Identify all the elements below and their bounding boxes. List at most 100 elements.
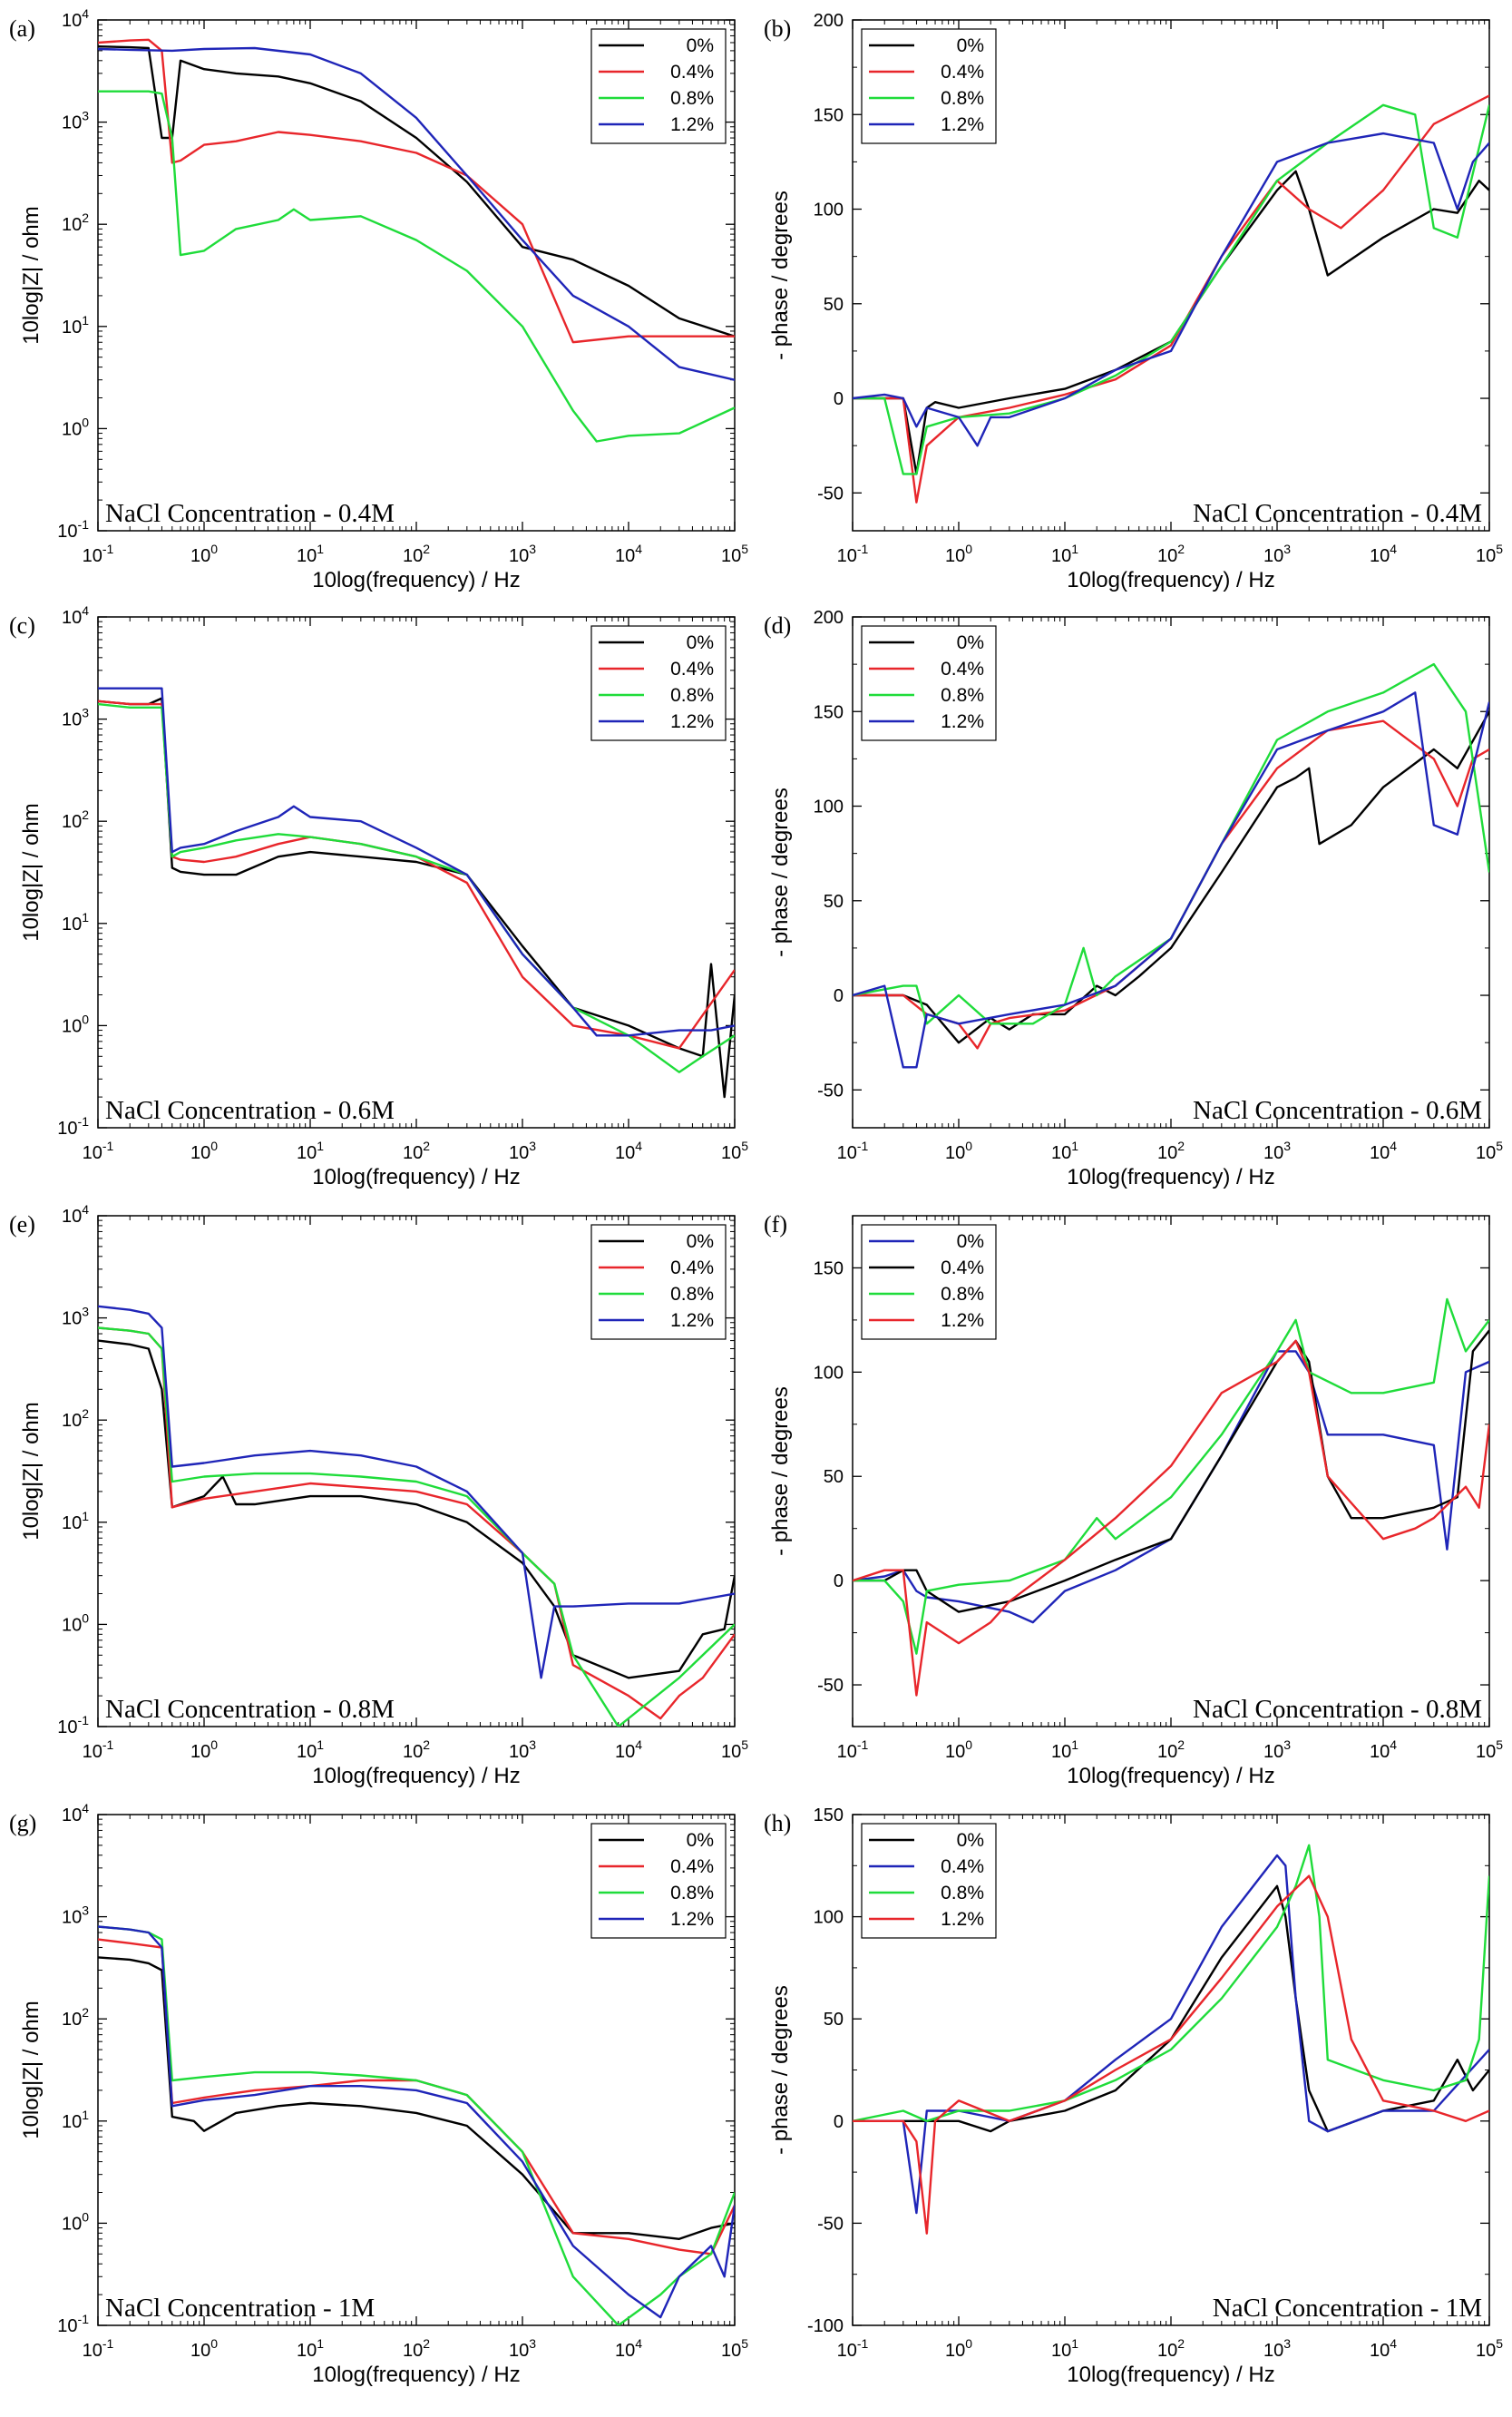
series-line [98,90,735,443]
y-tick-label: 10-1 [57,1713,89,1737]
legend-entry: 0.4% [670,62,714,83]
legend-entry: 0.4% [670,659,714,680]
y-tick-label: 0 [834,389,844,409]
x-tick-label: 10-1 [837,1139,869,1163]
panel-label: (b) [764,15,791,42]
x-tick-label: 104 [1370,2336,1397,2361]
chart-panel-f: 10-1 100 101 102 103 104 105 -50 0 50 100 150 10log(… [764,1211,1503,1788]
x-tick-label: 100 [190,1737,218,1762]
series-line [98,1339,735,1679]
legend-entry: 1.2% [941,114,984,135]
x-tick-label: 105 [1476,1737,1503,1762]
y-tick-label: 101 [62,313,89,338]
series-line [853,1874,1489,2235]
x-tick-label: 105 [1476,542,1503,566]
y-axis-label: - phase / degrees [768,1386,793,1556]
y-tick-label: 102 [62,1406,89,1431]
x-axis-label: 10log(frequency) / Hz [312,2363,520,2387]
y-tick-label: 100 [62,1610,89,1635]
x-tick-label: 10-1 [837,1737,869,1762]
y-tick-label: 50 [824,2010,844,2030]
x-tick-label: 104 [1370,1737,1397,1762]
chart-panel-a: 10-1 100 101 102 103 104 10510-110010110210310… [9,6,748,592]
y-tick-label: 102 [62,2005,89,2030]
y-tick-label: 104 [62,603,89,628]
y-axis-label: 10log|Z| / ohm [19,1402,44,1541]
series-line [853,1329,1489,1613]
legend-entry: 1.2% [670,1909,714,1930]
panel-label: (d) [764,612,791,639]
x-axis-label: 10log(frequency) / Hz [1067,1764,1274,1788]
y-tick-label: 10-1 [57,1114,89,1139]
legend-entry: 1.2% [670,114,714,135]
series-line [98,45,735,338]
y-tick-label: 200 [814,608,844,628]
legend-entry: 0.8% [670,1284,714,1305]
y-tick-label: 150 [814,1805,844,1825]
series-line [98,1326,735,1727]
panel-label: (h) [764,1810,791,1836]
y-tick-label: -50 [817,484,844,504]
series-line [853,710,1489,1044]
y-tick-label: 50 [824,295,844,315]
series-line [98,1956,735,2240]
y-tick-label: -50 [817,2214,844,2234]
panel-label: (a) [9,15,35,42]
legend-entry: 0% [957,1830,984,1851]
series-line [98,687,735,1037]
y-tick-label: 103 [62,1305,89,1329]
x-tick-label: 103 [1263,542,1291,566]
y-tick-label: 200 [814,11,844,31]
chart-panel-b: 10-1 100 101 102 103 104 105 -50 0 50 100 150 200 10l… [764,11,1503,592]
y-tick-label: 10-1 [57,517,89,542]
chart-panel-g: 10-1 100 101 102 103 104 10510-110010110210310… [9,1801,748,2387]
y-tick-label: 102 [62,807,89,832]
concentration-annotation: NaCl Concentration - 0.4M [1193,499,1482,528]
y-tick-label: 100 [814,1363,844,1383]
x-tick-label: 100 [945,1737,972,1762]
series-line [98,700,735,1050]
x-tick-label: 100 [190,542,218,566]
legend-entry: 0.4% [941,1856,984,1877]
y-tick-label: 100 [814,798,844,817]
legend-entry: 1.2% [670,1310,714,1331]
y-tick-label: 101 [62,910,89,935]
y-tick-label: 0 [834,986,844,1006]
series-line [98,1925,735,2319]
y-tick-label: 104 [62,6,89,31]
x-tick-label: 102 [1157,1139,1185,1163]
x-tick-label: 100 [945,1139,972,1163]
y-tick-label: 104 [62,1202,89,1227]
x-tick-label: 103 [1263,2336,1291,2361]
y-tick-label: 150 [814,1258,844,1278]
concentration-annotation: NaCl Concentration - 0.8M [105,1695,395,1724]
y-tick-label: -50 [817,1676,844,1696]
x-tick-label: 101 [297,1139,324,1163]
x-tick-label: 100 [945,542,972,566]
legend-entry: 0.8% [941,1284,984,1305]
concentration-annotation: NaCl Concentration - 1M [1213,2294,1482,2323]
legend-entry: 1.2% [941,1310,984,1331]
x-tick-label: 102 [403,1737,430,1762]
y-tick-label: 101 [62,2108,89,2132]
series-line [853,662,1489,1025]
series-line [98,1326,735,1720]
y-tick-label: 103 [62,706,89,730]
x-tick-label: 102 [403,1139,430,1163]
y-tick-label: 50 [824,892,844,912]
y-tick-label: 50 [824,1467,844,1487]
x-axis-label: 10log(frequency) / Hz [1067,2363,1274,2387]
x-tick-label: 100 [945,2336,972,2361]
legend-entry: 0% [957,35,984,56]
y-axis-label: 10log|Z| / ohm [19,2001,44,2139]
series-line [853,94,1489,504]
concentration-annotation: NaCl Concentration - 0.6M [105,1096,395,1125]
x-tick-label: 103 [509,1139,536,1163]
x-tick-label: 101 [1051,542,1078,566]
y-tick-label: 101 [62,1509,89,1533]
series-line [98,1925,735,2325]
x-tick-label: 104 [615,542,642,566]
x-tick-label: 102 [1157,1737,1185,1762]
x-tick-label: 10-1 [837,542,869,566]
